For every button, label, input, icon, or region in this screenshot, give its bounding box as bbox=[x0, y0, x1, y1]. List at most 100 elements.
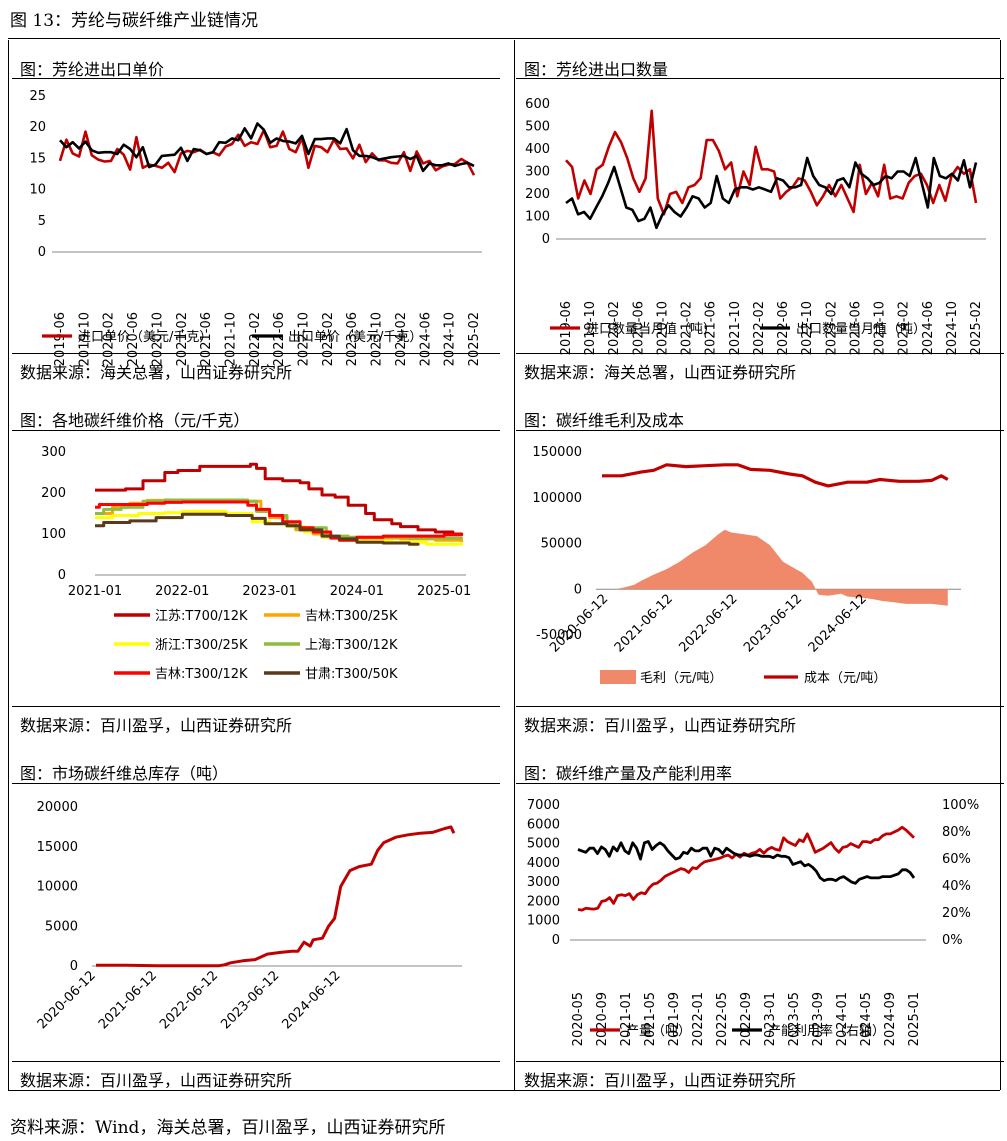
x-tick-label: 2023-01 bbox=[763, 992, 778, 1046]
x-tick-label: 2024-05 bbox=[859, 992, 874, 1046]
y-tick-label: 300 bbox=[41, 445, 66, 460]
y-tick-label: 150000 bbox=[532, 445, 582, 460]
x-tick-label: 2024-02 bbox=[897, 301, 912, 355]
panel-source: 数据来源：百川盈孚，山西证券研究所 bbox=[524, 1071, 797, 1090]
bottom-rule bbox=[8, 1090, 1000, 1091]
x-tick-label: 2019-06 bbox=[53, 312, 68, 366]
panel-title: 图：芳纶进出口单价 bbox=[20, 60, 165, 79]
right-border bbox=[1000, 40, 1001, 1090]
y-tick-label: 200 bbox=[525, 187, 550, 202]
y-tick-label: 0 bbox=[58, 568, 66, 583]
x-tick-label: 2023-06-12 bbox=[218, 968, 282, 1032]
x-tick-label: 2023-09 bbox=[811, 992, 826, 1046]
y2-tick-label: 0% bbox=[942, 933, 963, 948]
x-tick-label: 2025-01 bbox=[417, 584, 471, 599]
source-rule bbox=[516, 1061, 1004, 1062]
x-tick-label: 2023-01 bbox=[242, 584, 296, 599]
x-tick-label: 2024-06-12 bbox=[806, 591, 870, 655]
y-tick-label: 100 bbox=[525, 210, 550, 225]
y-tick-label: 5 bbox=[38, 214, 46, 229]
source-rule bbox=[12, 1061, 500, 1062]
legend-label: 出口单价（美元/千克） bbox=[288, 330, 422, 345]
series-line bbox=[59, 122, 475, 173]
y-tick-label: 10000 bbox=[37, 880, 78, 895]
x-tick-label: 2023-02 bbox=[321, 312, 336, 366]
legend-label: 毛利（元/吨） bbox=[640, 671, 722, 686]
legend-label: 产能利用率（右轴） bbox=[768, 1023, 885, 1039]
x-tick-label: 2021-06 bbox=[199, 312, 214, 366]
x-tick-label: 2019-10 bbox=[77, 312, 92, 366]
y-tick-label: 0 bbox=[70, 959, 78, 974]
x-tick-label: 2025-02 bbox=[467, 312, 482, 366]
x-tick-label: 2024-01 bbox=[835, 992, 850, 1046]
x-tick-label: 2021-06-12 bbox=[96, 968, 160, 1032]
x-tick-label: 2020-10 bbox=[655, 301, 670, 355]
x-tick-label: 2024-06 bbox=[418, 312, 433, 366]
y-tick-label: 6000 bbox=[527, 817, 560, 832]
y2-tick-label: 100% bbox=[942, 798, 979, 813]
panel-title: 图：碳纤维毛利及成本 bbox=[524, 411, 685, 430]
series-line bbox=[95, 512, 420, 546]
y-tick-label: 25 bbox=[29, 89, 46, 104]
x-tick-label: 2023-02 bbox=[824, 301, 839, 355]
x-tick-label: 2020-06-12 bbox=[547, 591, 611, 655]
y-tick-label: 15000 bbox=[37, 840, 78, 855]
series-line bbox=[577, 840, 916, 885]
y-tick-label: 500 bbox=[525, 120, 550, 135]
x-tick-label: 2022-02 bbox=[752, 301, 767, 355]
panel-source: 数据来源：海关总署，山西证券研究所 bbox=[524, 363, 797, 382]
figure-title: 图 13：芳纶与碳纤维产业链情况 bbox=[10, 11, 259, 31]
x-tick-label: 2021-01 bbox=[619, 992, 634, 1046]
series-line bbox=[565, 109, 978, 216]
series-line bbox=[95, 462, 464, 536]
x-tick-label: 2021-05 bbox=[643, 992, 658, 1046]
y-tick-label: 3000 bbox=[527, 875, 560, 890]
x-tick-label: 2024-06 bbox=[921, 301, 936, 355]
x-tick-label: 2020-02 bbox=[102, 312, 117, 366]
x-tick-label: 2021-01 bbox=[68, 584, 122, 599]
footer-source: 资料来源：Wind，海关总署，百川盈孚，山西证券研究所 bbox=[10, 1118, 446, 1138]
x-tick-label: 2024-06-12 bbox=[280, 968, 344, 1032]
legend-swatch bbox=[600, 670, 636, 684]
x-tick-label: 2024-02 bbox=[394, 312, 409, 366]
title-rule bbox=[12, 430, 500, 431]
x-tick-label: 2024-10 bbox=[945, 301, 960, 355]
y-tick-label: 400 bbox=[525, 142, 550, 157]
x-tick-label: 2020-06 bbox=[126, 312, 141, 366]
x-tick-label: 2023-05 bbox=[787, 992, 802, 1046]
x-tick-label: 2020-09 bbox=[595, 992, 610, 1046]
y-tick-label: 0 bbox=[574, 582, 582, 597]
x-tick-label: 2020-05 bbox=[571, 992, 586, 1046]
series-line bbox=[602, 463, 949, 488]
x-tick-label: 2022-06 bbox=[272, 312, 287, 366]
x-tick-label: 2023-06 bbox=[848, 301, 863, 355]
y2-tick-label: 80% bbox=[942, 825, 971, 840]
series-line bbox=[95, 500, 464, 542]
title-rule bbox=[516, 78, 1004, 79]
y-tick-label: 20 bbox=[29, 120, 46, 135]
margin-area bbox=[602, 529, 948, 606]
x-tick-label: 2022-06-12 bbox=[677, 591, 741, 655]
title-rule bbox=[12, 783, 500, 784]
source-rule bbox=[516, 353, 1004, 354]
legend-label: 出口数量当月值（吨） bbox=[796, 321, 926, 337]
legend-label: 甘肃:T300/50K bbox=[305, 667, 398, 682]
y2-tick-label: 60% bbox=[942, 852, 971, 867]
y-tick-label: 200 bbox=[41, 486, 66, 501]
x-tick-label: 2022-02 bbox=[248, 312, 263, 366]
x-tick-label: 2022-06-12 bbox=[157, 968, 221, 1032]
x-tick-label: 2021-06 bbox=[704, 301, 719, 355]
series-line bbox=[565, 156, 978, 230]
x-tick-label: 2023-10 bbox=[873, 301, 888, 355]
y-tick-label: 300 bbox=[525, 165, 550, 180]
series-line bbox=[96, 825, 456, 968]
y-tick-label: 0 bbox=[542, 232, 550, 247]
x-tick-label: 2022-10 bbox=[297, 312, 312, 366]
x-tick-label: 2020-06-12 bbox=[35, 968, 99, 1032]
y-tick-label: 0 bbox=[552, 933, 560, 948]
x-tick-label: 2022-01 bbox=[691, 992, 706, 1046]
y-tick-label: 5000 bbox=[45, 919, 78, 934]
x-tick-label: 2020-06 bbox=[631, 301, 646, 355]
carbon-fiber-price-chart: 0 100 200 300 2021-01 2022-01 2023-01 2024-01 20… bbox=[41, 445, 471, 682]
